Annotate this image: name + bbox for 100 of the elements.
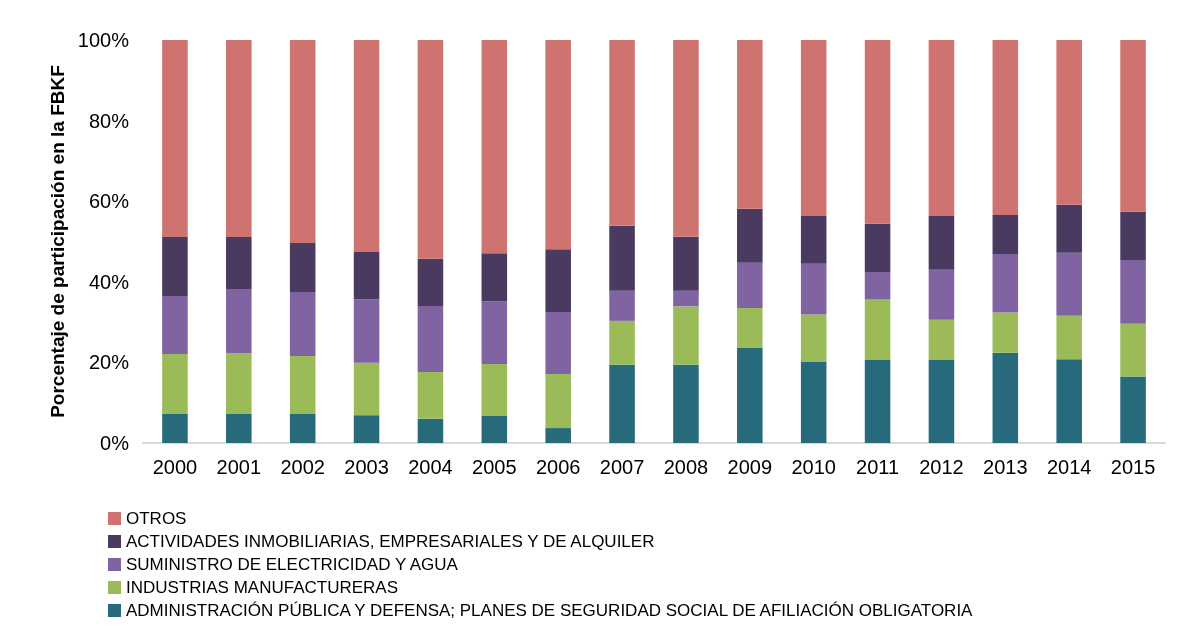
- bar: [928, 269, 955, 320]
- bar: [609, 320, 635, 365]
- bar: [1056, 40, 1082, 205]
- x-tick-label: 2011: [856, 456, 900, 478]
- bar: [545, 428, 571, 443]
- bar: [609, 40, 635, 226]
- bar: [1120, 323, 1146, 377]
- bar: [289, 413, 316, 443]
- bar: [992, 312, 1019, 353]
- y-tick-label: 100%: [77, 29, 130, 51]
- bar: [864, 223, 891, 273]
- y-tick-label: 60%: [88, 190, 130, 213]
- bar: [1120, 260, 1146, 324]
- y-tick-label: 20%: [88, 351, 130, 374]
- legend-label: ADMINISTRACIÓN PÚBLICA Y DEFENSA; PLANES DE SEGURIDAD SOCIAL DE AFILIACIÓN OBLIGATORIA: [126, 601, 974, 620]
- y-tick-label: 80%: [88, 109, 130, 132]
- bar: [289, 291, 316, 356]
- bar: [800, 40, 827, 217]
- bar: [928, 359, 955, 443]
- bar: [1056, 359, 1082, 443]
- y-tick-label: 40%: [88, 270, 130, 293]
- bar: [162, 40, 188, 238]
- bar: [737, 347, 763, 443]
- x-tick-label: 2004: [408, 456, 453, 478]
- bar: [545, 40, 571, 250]
- x-tick-label: 2015: [1110, 456, 1156, 478]
- bar: [737, 40, 763, 209]
- bar: [226, 353, 252, 414]
- bar: [226, 289, 252, 354]
- bar: [481, 364, 508, 416]
- bar: [673, 236, 699, 291]
- bar: [353, 40, 380, 252]
- bar: [417, 418, 444, 443]
- bar: [545, 374, 571, 429]
- x-tick-label: 2006: [535, 456, 581, 478]
- x-tick-label: 2001: [216, 456, 262, 478]
- bar: [289, 355, 316, 414]
- x-tick-label: 2010: [791, 456, 836, 478]
- bar: [162, 237, 188, 296]
- bar: [928, 40, 955, 217]
- bar: [417, 258, 444, 306]
- bar: [417, 305, 444, 373]
- bar: [737, 208, 763, 263]
- bar: [609, 290, 635, 321]
- x-tick-label: 2012: [919, 456, 964, 478]
- bar: [864, 40, 891, 224]
- bar: [481, 40, 508, 254]
- y-axis-title: Porcentaje de participación en la FBKF: [46, 65, 68, 418]
- bar: [162, 295, 188, 354]
- bar: [800, 361, 827, 443]
- x-tick-label: 2007: [599, 456, 645, 478]
- bar: [545, 312, 571, 375]
- bar: [992, 253, 1019, 313]
- bar: [162, 413, 188, 443]
- bar: [353, 362, 380, 416]
- x-tick-label: 2014: [1046, 456, 1092, 478]
- bar: [864, 272, 891, 300]
- bar: [162, 353, 188, 414]
- x-tick-label: 2013: [983, 456, 1028, 478]
- bar: [800, 216, 827, 264]
- legend-label: SUMINISTRO DE ELECTRICIDAD Y AGUA: [126, 555, 459, 574]
- bar: [481, 301, 508, 365]
- x-tick-label: 2005: [472, 456, 517, 478]
- bar: [545, 249, 571, 313]
- legend-label: OTROS: [126, 509, 187, 528]
- bar: [673, 306, 699, 365]
- bar: [353, 299, 380, 363]
- bar: [864, 359, 891, 443]
- bar: [226, 237, 252, 290]
- bar: [737, 262, 763, 308]
- y-tick-label: 0%: [100, 432, 130, 454]
- x-tick-label: 2000: [152, 456, 198, 478]
- bar: [1120, 376, 1146, 443]
- bar: [353, 415, 380, 443]
- x-tick-label: 2008: [663, 456, 709, 478]
- bar: [864, 299, 891, 360]
- bar: [928, 216, 955, 270]
- bar: [928, 319, 955, 360]
- bar: [481, 253, 508, 302]
- bar: [800, 263, 827, 315]
- bar: [1056, 252, 1082, 316]
- x-tick-label: 2002: [280, 456, 325, 478]
- bar: [481, 416, 508, 443]
- x-tick-label: 2009: [727, 456, 773, 478]
- bar: [673, 40, 699, 237]
- bar: [737, 308, 763, 348]
- bar: [1056, 204, 1082, 253]
- bar: [673, 290, 699, 307]
- bar: [1120, 211, 1146, 261]
- bar: [289, 40, 316, 244]
- bar: [1120, 40, 1146, 212]
- bar: [353, 251, 380, 300]
- bar: [226, 40, 252, 238]
- bar: [609, 225, 635, 291]
- bar: [609, 364, 635, 443]
- bar: [417, 372, 444, 419]
- bar: [289, 243, 316, 292]
- bar: [992, 214, 1019, 254]
- bar: [226, 413, 252, 443]
- legend-label: ACTIVIDADES INMOBILIARIAS, EMPRESARIALES Y DE ALQUILER: [126, 532, 655, 551]
